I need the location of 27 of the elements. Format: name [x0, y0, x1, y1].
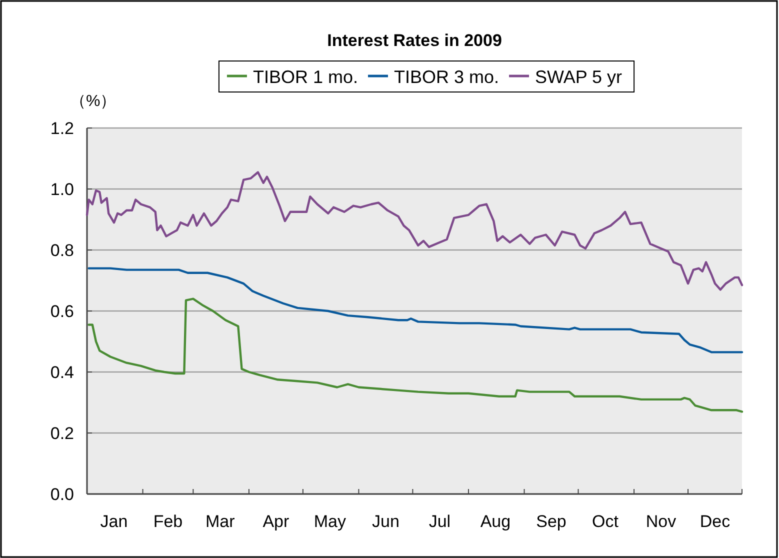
x-tick-label: Dec: [700, 512, 731, 531]
x-tick-label: May: [314, 512, 346, 531]
y-tick-label: 0.4: [50, 363, 74, 382]
y-tick-label: 1.0: [50, 180, 74, 199]
x-tick-label: Apr: [262, 512, 290, 531]
y-axis-title: （%）: [70, 93, 116, 110]
y-tick-label: 0.8: [50, 241, 74, 260]
legend-label: TIBOR 1 mo.: [252, 67, 358, 87]
y-tick-label: 0.0: [50, 485, 74, 504]
x-tick-label: Nov: [646, 512, 677, 531]
x-tick-label: Jul: [428, 512, 451, 531]
x-tick-label: Mar: [206, 512, 236, 531]
x-tick-label: Aug: [480, 512, 511, 531]
line-series: [88, 298, 744, 413]
legend-label: TIBOR 3 mo.: [394, 67, 500, 87]
y-tick-label: 1.2: [50, 119, 74, 138]
x-tick-label: Jan: [100, 512, 128, 531]
chart-title: Interest Rates in 2009: [327, 31, 502, 50]
x-tick-label: Feb: [153, 512, 183, 531]
x-tick-label: Oct: [592, 512, 619, 531]
line-series: [88, 267, 744, 354]
legend-label: SWAP 5 yr: [535, 67, 622, 87]
y-tick-label: 0.6: [50, 302, 74, 321]
x-tick-label: Jun: [372, 512, 400, 531]
line-series: [86, 171, 744, 291]
x-tick-label: Sep: [536, 512, 566, 531]
y-tick-label: 0.2: [50, 424, 74, 443]
